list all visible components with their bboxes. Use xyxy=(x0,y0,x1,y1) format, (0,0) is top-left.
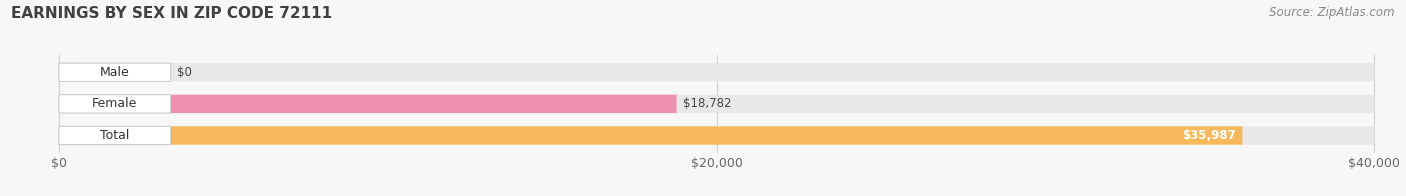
Text: Female: Female xyxy=(91,97,138,110)
FancyBboxPatch shape xyxy=(59,126,1243,145)
FancyBboxPatch shape xyxy=(59,63,79,81)
Text: EARNINGS BY SEX IN ZIP CODE 72111: EARNINGS BY SEX IN ZIP CODE 72111 xyxy=(11,6,332,21)
Text: Source: ZipAtlas.com: Source: ZipAtlas.com xyxy=(1270,6,1395,19)
FancyBboxPatch shape xyxy=(59,63,1375,81)
Text: $0: $0 xyxy=(177,66,193,79)
FancyBboxPatch shape xyxy=(59,126,170,145)
Text: Male: Male xyxy=(100,66,129,79)
FancyBboxPatch shape xyxy=(59,63,170,81)
FancyBboxPatch shape xyxy=(59,95,170,113)
Text: Total: Total xyxy=(100,129,129,142)
FancyBboxPatch shape xyxy=(59,95,676,113)
Text: $18,782: $18,782 xyxy=(683,97,731,110)
FancyBboxPatch shape xyxy=(59,126,1375,145)
FancyBboxPatch shape xyxy=(59,95,1375,113)
Text: $35,987: $35,987 xyxy=(1182,129,1236,142)
